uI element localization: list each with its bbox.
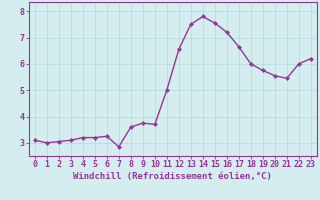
X-axis label: Windchill (Refroidissement éolien,°C): Windchill (Refroidissement éolien,°C)	[73, 172, 272, 181]
